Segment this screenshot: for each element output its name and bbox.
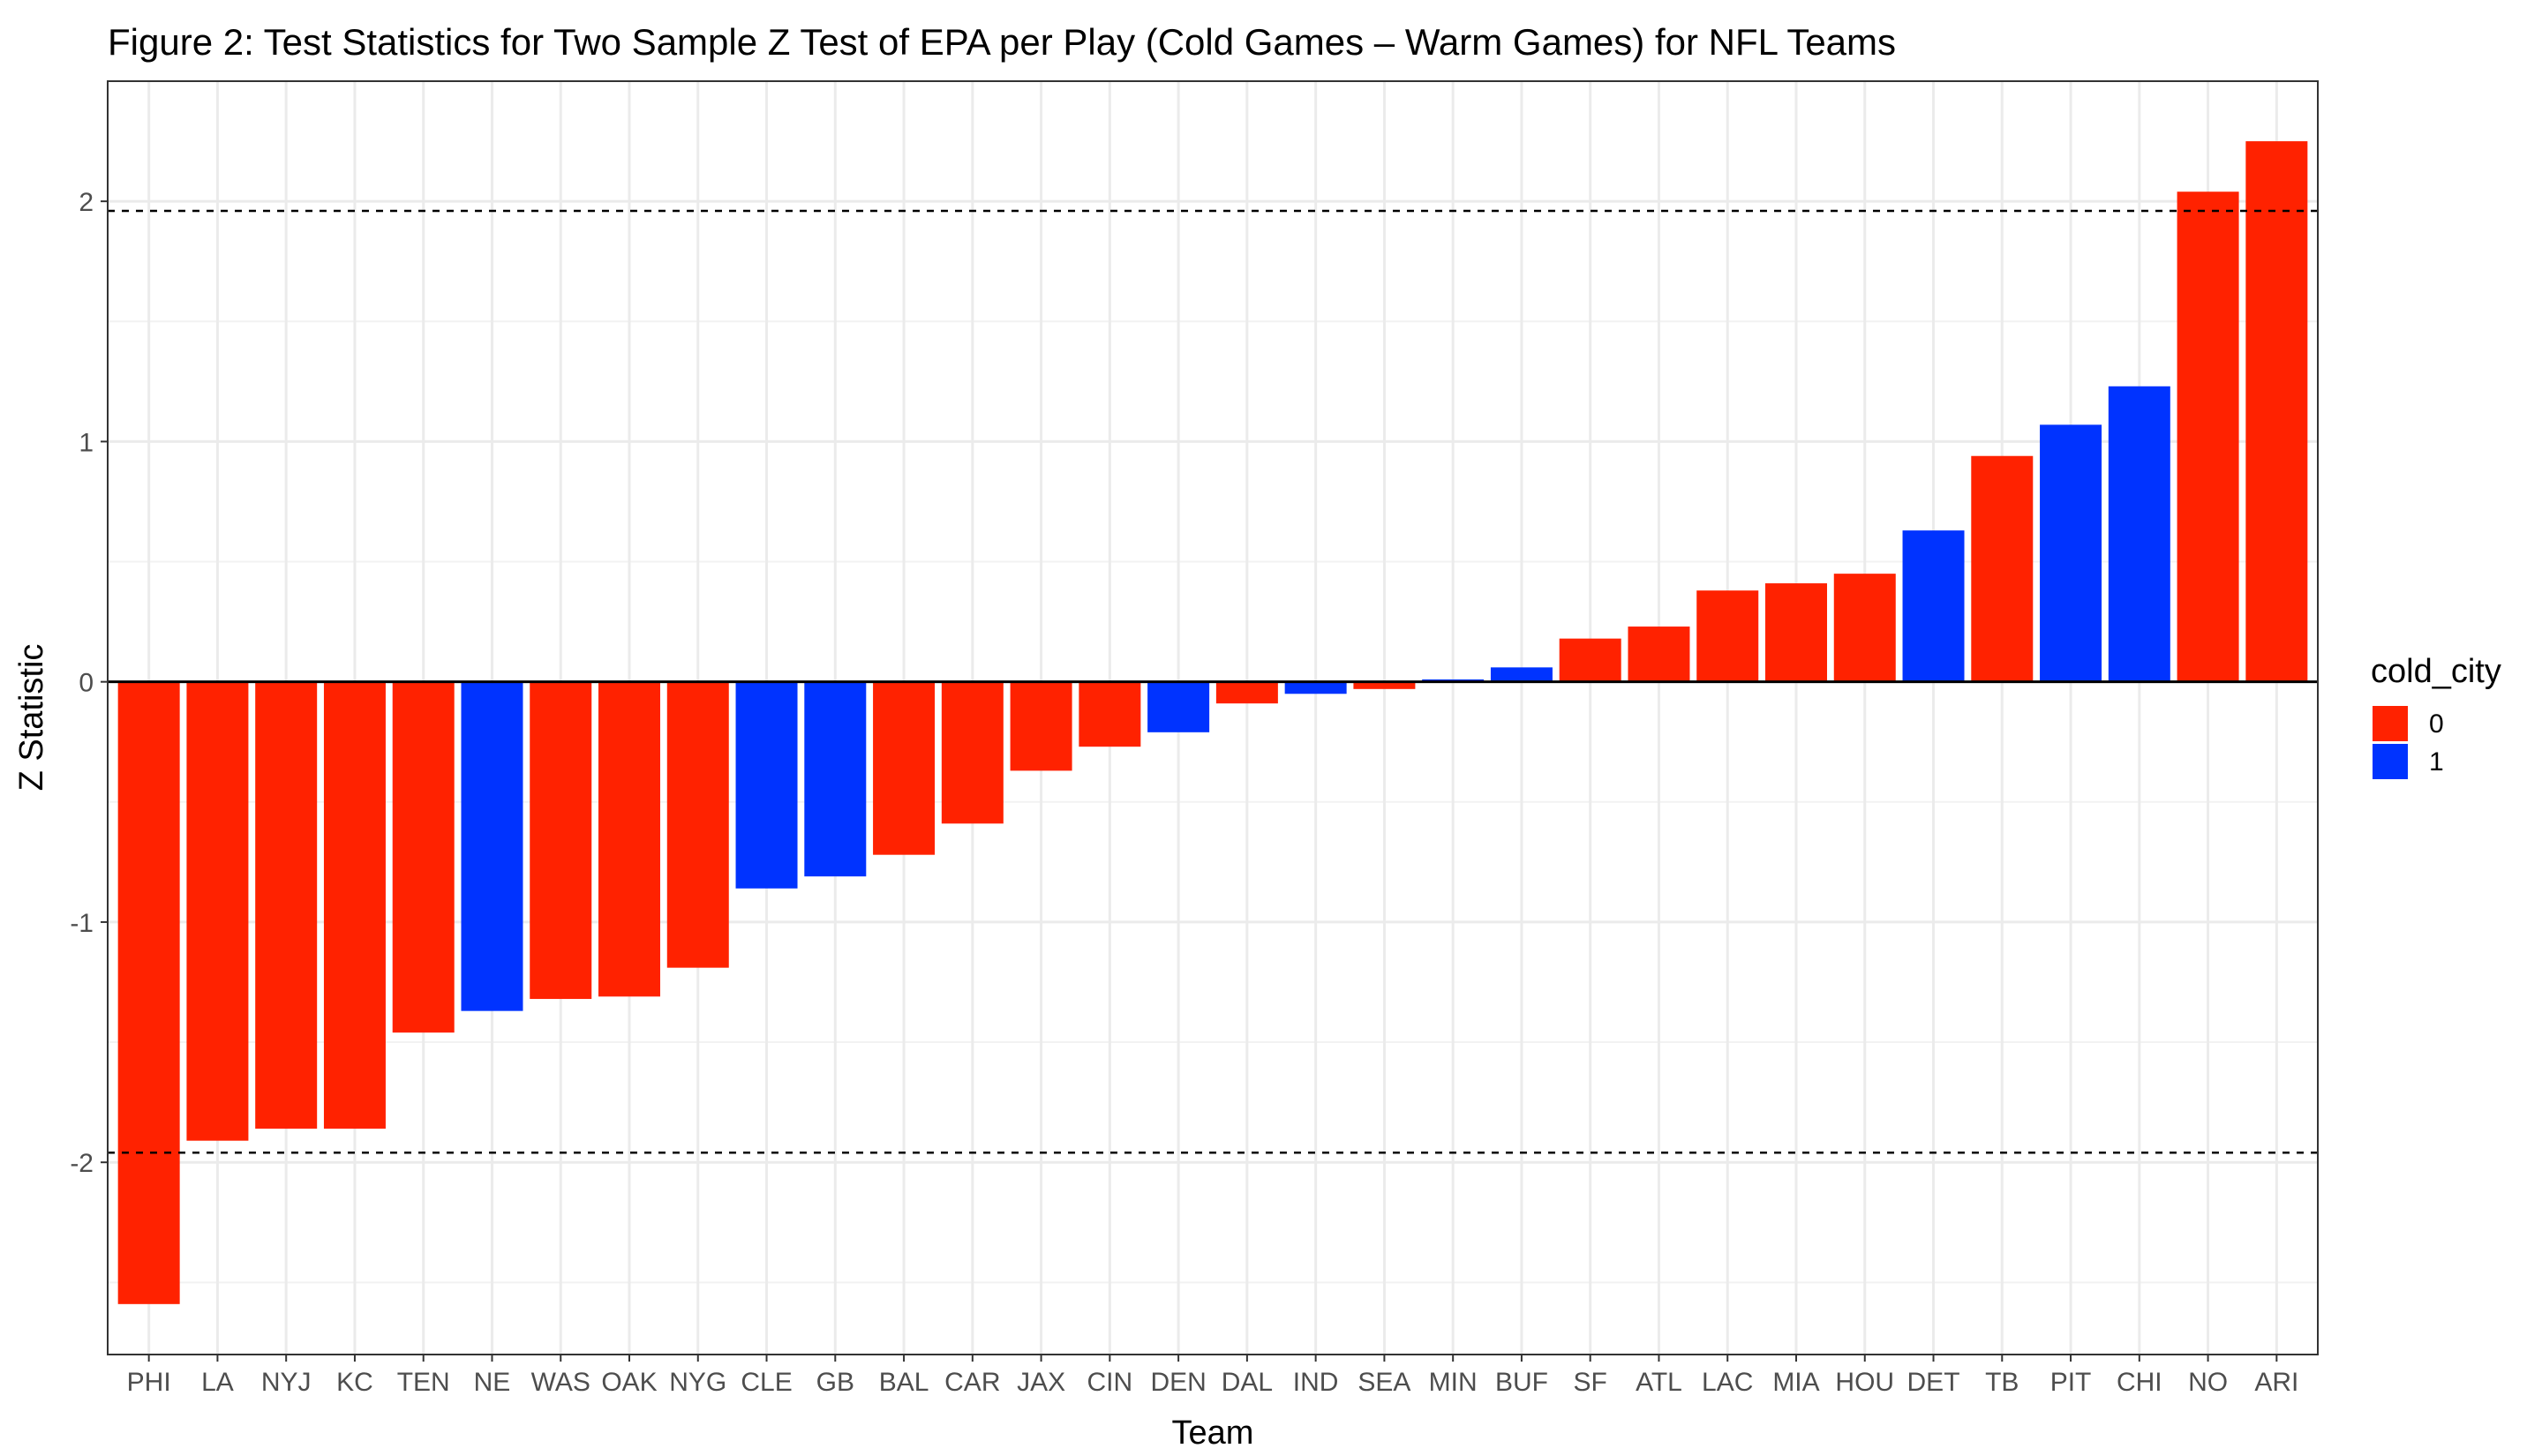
bar-sea [1353, 681, 1416, 689]
x-tick-label: BAL [879, 1368, 929, 1397]
bar-jax [1010, 681, 1072, 771]
x-tick-label: WAS [531, 1368, 590, 1397]
bar-nyj [255, 681, 318, 1130]
bar-den [1147, 681, 1210, 732]
x-tick-label: PHI [127, 1368, 171, 1397]
chart-title: Figure 2: Test Statistics for Two Sample… [108, 21, 1896, 63]
x-tick-label: SF [1574, 1368, 1607, 1397]
plot-area [107, 80, 2319, 1355]
legend: cold_city 01 [2371, 653, 2501, 779]
y-tick-label: 2 [79, 188, 94, 217]
x-tick-label: DET [1907, 1368, 1960, 1397]
bar-ari [2245, 141, 2308, 682]
x-tick-label: CLE [741, 1368, 792, 1397]
x-tick-label: NE [474, 1368, 511, 1397]
bars [117, 141, 2308, 1304]
x-axis-title: Team [1172, 1415, 1254, 1452]
legend-swatch-1 [2373, 744, 2408, 779]
bar-phi [117, 681, 180, 1304]
bar-buf [1490, 667, 1553, 682]
bar-dal [1215, 681, 1278, 704]
y-tick-label: -2 [70, 1149, 94, 1178]
x-tick-label: MIN [1429, 1368, 1478, 1397]
bar-car [941, 681, 1004, 824]
bar-ne [461, 681, 523, 1011]
x-tick-label: CIN [1087, 1368, 1133, 1397]
x-tick-label: NO [2188, 1368, 2228, 1397]
x-tick-label: DAL [1222, 1368, 1273, 1397]
bar-bal [873, 681, 936, 855]
y-tick-label: 1 [79, 428, 94, 457]
bar-sf [1559, 638, 1621, 682]
x-tick-label: ARI [2254, 1368, 2298, 1397]
bar-ten [392, 681, 455, 1033]
legend-label-1: 1 [2429, 747, 2444, 777]
bar-la [186, 681, 249, 1141]
x-tick-label: LAC [1702, 1368, 1753, 1397]
x-tick-label: DEN [1150, 1368, 1206, 1397]
bar-kc [323, 681, 386, 1130]
bar-chi [2108, 386, 2170, 682]
bar-det [1902, 530, 1965, 682]
bar-atl [1628, 627, 1690, 682]
x-tick-label: NYJ [261, 1368, 312, 1397]
bar-tb [1971, 455, 2034, 682]
x-tick-label: NYG [669, 1368, 726, 1397]
y-axis: -2 -1 0 1 2 [70, 188, 108, 1178]
bar-ind [1284, 681, 1347, 694]
x-tick-label: IND [1293, 1368, 1339, 1397]
legend-swatch-0 [2373, 706, 2408, 741]
x-tick-label: SEA [1357, 1368, 1410, 1397]
bar-nyg [666, 681, 729, 968]
bar-hou [1833, 574, 1896, 682]
x-tick-label: OAK [601, 1368, 657, 1397]
bar-cin [1079, 681, 1141, 747]
y-axis-title: Z Statistic [13, 644, 50, 792]
x-tick-label: LA [201, 1368, 234, 1397]
bar-pit [2040, 424, 2102, 682]
x-tick-label: TEN [397, 1368, 450, 1397]
legend-title: cold_city [2371, 653, 2501, 690]
x-tick-label: BUF [1495, 1368, 1548, 1397]
bar-oak [598, 681, 660, 997]
x-tick-label: CHI [2117, 1368, 2162, 1397]
y-tick-label: -1 [70, 909, 94, 938]
x-tick-label: MIA [1772, 1368, 1819, 1397]
legend-label-0: 0 [2429, 709, 2444, 739]
x-tick-label: PIT [2050, 1368, 2092, 1397]
bar-no [2177, 191, 2239, 682]
bar-was [530, 681, 592, 1000]
x-tick-label: JAX [1017, 1368, 1065, 1397]
x-tick-label: ATL [1636, 1368, 1682, 1397]
plot-border [107, 80, 2319, 1355]
bar-gb [804, 681, 867, 877]
x-tick-label: GB [816, 1368, 854, 1397]
bar-lac [1696, 590, 1759, 682]
reference-lines [108, 209, 2318, 1154]
bar-cle [735, 681, 798, 889]
bar-mia [1765, 583, 1827, 682]
x-tick-label: KC [336, 1368, 373, 1397]
x-tick-label: CAR [944, 1368, 1000, 1397]
y-tick-label: 0 [79, 669, 94, 698]
x-tick-label: HOU [1835, 1368, 1894, 1397]
x-tick-label: TB [1985, 1368, 2019, 1397]
x-axis: PHI LA NYJ KC TEN NE WAS OAK NYG CLE GB BAL CAR JAX CI… [127, 1355, 2298, 1397]
legend-items: 01 [2373, 706, 2444, 779]
